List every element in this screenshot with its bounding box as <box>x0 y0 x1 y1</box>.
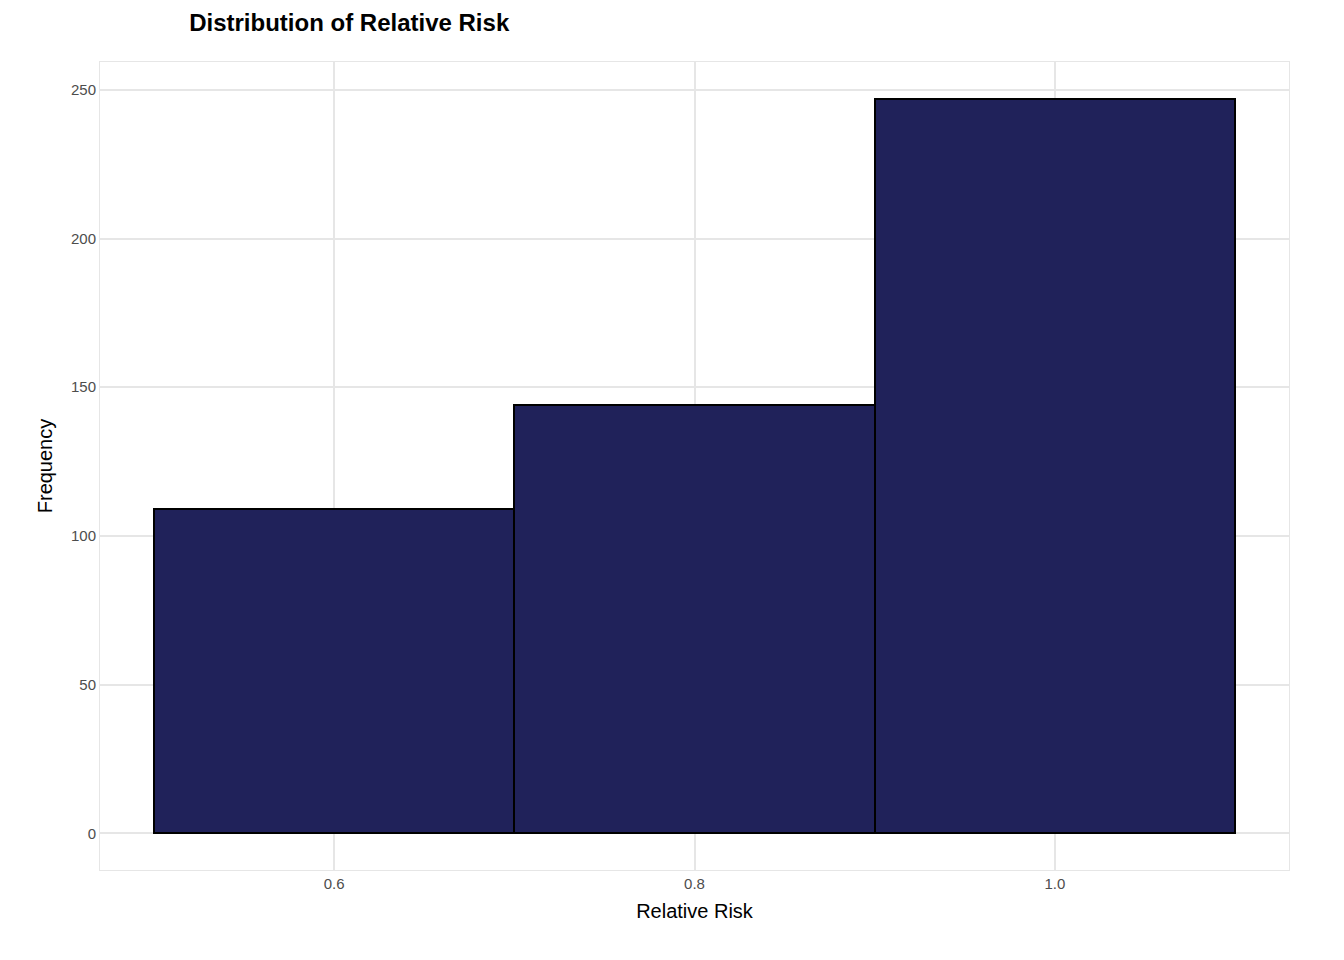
svg-text:Relative Risk: Relative Risk <box>636 900 754 922</box>
svg-text:0: 0 <box>88 825 96 842</box>
svg-text:100: 100 <box>71 527 96 544</box>
svg-text:0.6: 0.6 <box>324 875 345 892</box>
svg-text:50: 50 <box>79 676 96 693</box>
svg-text:150: 150 <box>71 378 96 395</box>
svg-text:0.8: 0.8 <box>684 875 705 892</box>
svg-text:200: 200 <box>71 230 96 247</box>
svg-text:Frequency: Frequency <box>34 419 56 514</box>
svg-text:250: 250 <box>71 81 96 98</box>
svg-text:Distribution of Relative Risk: Distribution of Relative Risk <box>189 9 510 36</box>
svg-text:1.0: 1.0 <box>1044 875 1065 892</box>
